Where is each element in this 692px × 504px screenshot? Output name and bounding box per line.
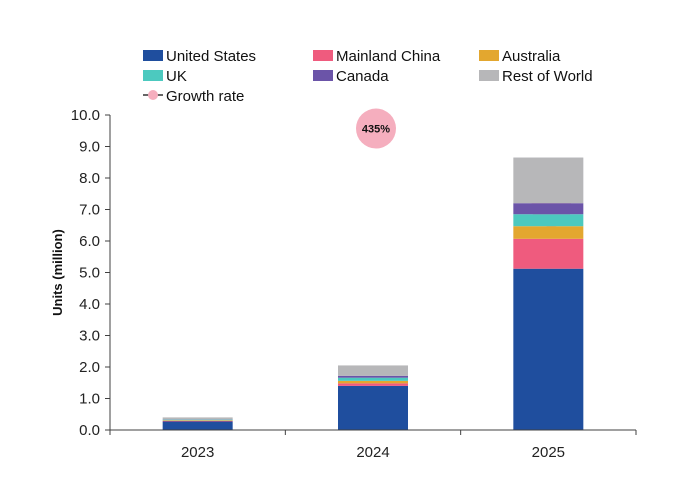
bar-uk-2024 [338, 377, 408, 381]
legend-label-australia: Australia [502, 48, 561, 65]
x-tick-label: 2023 [181, 444, 214, 461]
y-tick-label: 10.0 [71, 107, 100, 124]
y-tick-label: 1.0 [79, 391, 100, 408]
bar-rest-of-world-2025 [513, 157, 584, 204]
y-axis: 0.0 1.0 2.0 3.0 4.0 5.0 6.0 7.0 8.0 9.0 10.0 [71, 107, 111, 439]
legend-label-growth-rate: Growth rate [166, 88, 244, 105]
bar-united-states-2023 [162, 421, 233, 430]
bar-rest-of-world-2023 [162, 417, 233, 420]
x-tick-label: 2024 [356, 444, 389, 461]
growth-rate-label: 435% [362, 124, 390, 136]
bar-uk-2025 [513, 214, 584, 227]
legend-swatch-australia [479, 50, 499, 61]
legend-swatch-rest-of-world [479, 70, 499, 81]
y-tick-label: 3.0 [79, 328, 100, 345]
bar-canada-2025 [513, 203, 584, 215]
y-tick-label: 2.0 [79, 359, 100, 376]
y-tick-label: 6.0 [79, 233, 100, 250]
bar-canada-2024 [338, 375, 408, 378]
legend-swatch-uk [143, 70, 163, 81]
bar-mainland-china-2025 [513, 238, 584, 269]
bar-mainland-china-2024 [338, 383, 408, 386]
bar-mainland-china-2023 [162, 420, 233, 422]
legend: United States Mainland China Australia UK Ca… [143, 48, 593, 105]
bar-australia-2025 [513, 226, 584, 239]
x-tick-label: 2025 [532, 444, 565, 461]
legend-label-rest-of-world: Rest of World [502, 68, 593, 85]
y-axis-title: Units (million) [50, 229, 65, 316]
y-tick-label: 7.0 [79, 202, 100, 219]
legend-swatch-mainland-china [313, 50, 333, 61]
legend-label-mainland-china: Mainland China [336, 48, 441, 65]
bar-united-states-2024 [338, 385, 408, 430]
y-tick-label: 5.0 [79, 265, 100, 282]
legend-label-canada: Canada [336, 68, 389, 85]
bar-rest-of-world-2024 [338, 365, 408, 376]
legend-swatch-united-states [143, 50, 163, 61]
bar-united-states-2025 [513, 268, 584, 430]
y-tick-label: 8.0 [79, 170, 100, 187]
y-tick-label: 9.0 [79, 139, 100, 156]
legend-label-uk: UK [166, 68, 187, 85]
legend-swatch-growth-rate [148, 90, 158, 100]
y-tick-label: 0.0 [79, 422, 100, 439]
legend-label-united-states: United States [166, 48, 256, 65]
bar-australia-2023 [162, 420, 233, 421]
y-tick-label: 4.0 [79, 296, 100, 313]
bar-uk-2023 [162, 419, 233, 421]
growth-rate-marker [356, 108, 396, 149]
x-axis: 2023 2024 2025 [109, 429, 637, 461]
bar-australia-2024 [338, 380, 408, 384]
bars [162, 157, 584, 430]
legend-swatch-canada [313, 70, 333, 81]
